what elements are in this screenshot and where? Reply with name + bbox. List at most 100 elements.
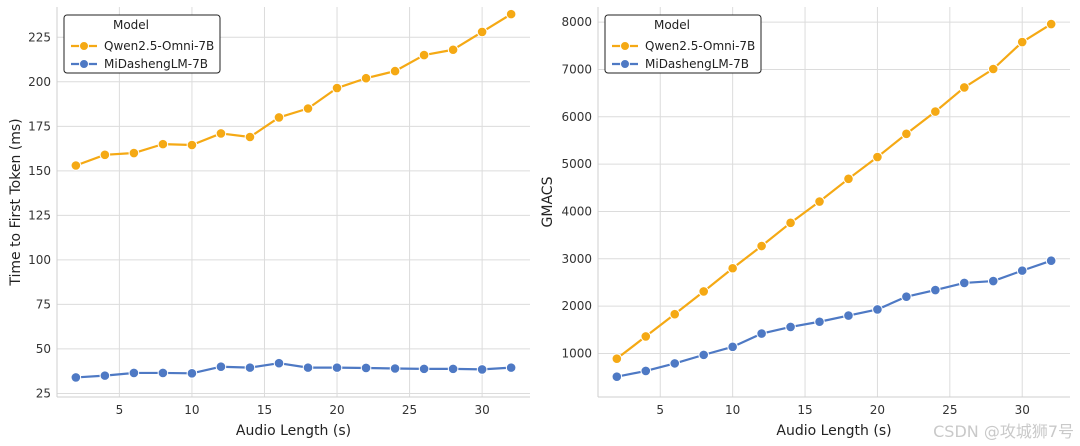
data-point <box>611 371 623 382</box>
data-point <box>331 82 343 94</box>
data-point <box>669 308 681 320</box>
data-point <box>1045 18 1057 30</box>
y-tick-label: 1000 <box>561 346 592 360</box>
data-point <box>99 370 111 381</box>
x-tick-label: 10 <box>725 403 740 417</box>
data-point <box>872 304 883 315</box>
y-tick-label: 25 <box>36 386 51 400</box>
x-tick-label: 5 <box>656 403 664 417</box>
y-tick-label: 150 <box>28 164 51 178</box>
data-point <box>99 149 111 161</box>
data-point <box>1016 36 1028 48</box>
data-point <box>418 363 430 375</box>
x-tick-label: 15 <box>257 403 272 417</box>
data-point <box>418 49 430 61</box>
y-tick-label: 225 <box>28 30 51 44</box>
chart-panel-right: 5 10 15 20 25 30 1000 2000 3000 4000 5000 6000 7000 8… <box>540 7 1070 439</box>
y-tick-label: 50 <box>36 342 51 356</box>
legend-entry-label: Qwen2.5-Omni-7B <box>645 39 755 53</box>
series-line-1 <box>75 362 512 379</box>
data-point <box>756 240 767 252</box>
data-point <box>360 72 372 84</box>
data-point <box>476 364 488 375</box>
legend-frame <box>63 14 221 74</box>
x-tick-label: 15 <box>797 403 812 417</box>
data-point <box>1045 255 1057 266</box>
data-point <box>302 362 314 373</box>
legend-entry-label: MiDashengLM-7B <box>645 57 749 71</box>
data-point <box>505 362 517 373</box>
data-point <box>727 262 738 274</box>
legend: Model Qwen2.5-Omni-7B MiDashengLM-7B <box>63 14 221 74</box>
legend-swatch-marker <box>620 59 630 69</box>
y-axis-label: Time to First Token (ms) <box>8 118 24 286</box>
legend-swatch-marker <box>620 41 630 51</box>
x-axis-label: Audio Length (s) <box>236 423 351 439</box>
data-point <box>987 63 999 75</box>
data-point <box>186 139 198 151</box>
data-point <box>843 310 854 321</box>
data-point <box>273 357 285 369</box>
x-tick-label: 20 <box>870 403 885 417</box>
data-point <box>389 363 401 374</box>
data-point <box>70 372 82 383</box>
data-point <box>698 349 709 361</box>
data-point <box>814 196 825 207</box>
data-point <box>476 26 488 38</box>
data-point <box>505 8 517 20</box>
data-point <box>1016 265 1028 276</box>
data-point <box>244 131 256 143</box>
data-point <box>959 82 970 93</box>
data-point <box>331 362 343 373</box>
data-point <box>669 358 681 369</box>
series-line-0 <box>616 23 1052 360</box>
x-tick-label: 30 <box>474 403 489 417</box>
data-point <box>640 365 652 377</box>
y-tick-label: 125 <box>28 208 51 222</box>
data-point <box>930 106 941 117</box>
legend-swatch-marker <box>79 59 89 69</box>
data-point <box>901 291 912 302</box>
y-tick-label: 3000 <box>561 252 592 266</box>
x-tick-label: 30 <box>1015 403 1030 417</box>
legend: Model Qwen2.5-Omni-7B MiDashengLM-7B <box>604 14 762 74</box>
data-point <box>128 367 140 379</box>
y-tick-label: 75 <box>36 297 51 311</box>
data-point <box>843 173 854 185</box>
y-tick-label: 8000 <box>561 15 592 29</box>
data-point <box>987 275 999 287</box>
series-line-1 <box>616 259 1052 378</box>
y-tick-label: 200 <box>28 75 51 89</box>
x-tick-label: 25 <box>942 403 957 417</box>
x-tick-label: 10 <box>184 403 199 417</box>
data-point <box>930 284 941 296</box>
legend-entry-label: Qwen2.5-Omni-7B <box>104 39 214 53</box>
data-point <box>244 362 256 373</box>
data-point <box>785 217 796 229</box>
data-point <box>215 361 227 373</box>
legend-title: Model <box>654 18 690 32</box>
data-point <box>273 112 285 123</box>
data-point <box>611 353 623 364</box>
data-point <box>814 316 825 328</box>
legend-entry-label: MiDashengLM-7B <box>104 57 208 71</box>
data-point <box>157 367 169 379</box>
y-tick-label: 100 <box>28 253 51 267</box>
series-line-0 <box>75 13 512 167</box>
data-point <box>389 65 401 77</box>
data-point <box>70 160 82 171</box>
y-axis-label: GMACS <box>540 176 556 227</box>
data-point <box>186 368 198 379</box>
data-point <box>447 363 459 375</box>
x-tick-label: 5 <box>116 403 124 417</box>
legend-frame <box>604 14 762 74</box>
data-point <box>698 286 709 297</box>
x-axis-label: Audio Length (s) <box>776 423 891 439</box>
legend-title: Model <box>113 18 149 32</box>
data-point <box>128 147 140 159</box>
data-point <box>360 362 372 374</box>
data-point <box>640 331 652 342</box>
data-point <box>901 128 912 140</box>
y-tick-label: 175 <box>28 119 51 133</box>
